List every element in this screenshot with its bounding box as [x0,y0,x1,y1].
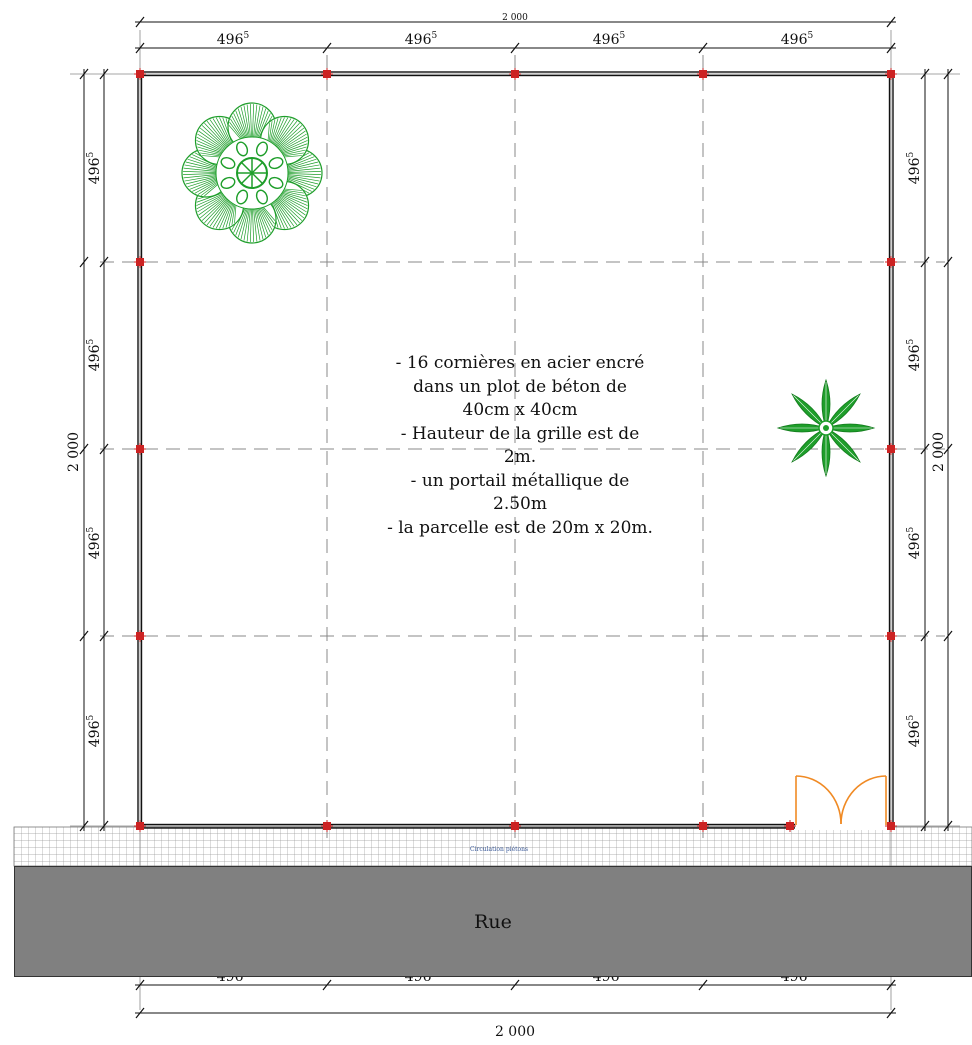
palm-leaf [824,423,876,433]
dimension-tick [79,630,89,642]
post-marker [697,68,709,80]
dimension-tick [920,68,930,80]
gate-opening [795,822,887,830]
dimension-tick [886,1007,896,1019]
note-line: 40cm x 40cm [462,400,578,420]
dimension-tick [79,443,89,455]
dimension-tick [99,68,109,80]
dimension-tick [135,1007,145,1019]
palm-leaf [776,423,828,433]
dimension-tick [135,979,145,991]
bay-dimension-label: 4965 [906,152,923,185]
palm-leaf [825,427,861,463]
post-marker [134,630,146,642]
bay-dimension-label: 4965 [217,31,250,48]
bay-dimension-label: 4965 [781,31,814,48]
bay-dimension-label: 4965 [86,715,103,748]
note-line: dans un plot de béton de [413,376,627,397]
dimension-tick [99,443,109,455]
post-marker [885,630,897,642]
palm-leaf [791,427,827,463]
sidewalk [13,826,972,867]
bay-dimension-label: 4965 [906,527,923,560]
total-height-right-label: 2 000 [931,432,947,472]
total-width-bottom-label: 2 000 [495,1024,535,1040]
dimension-tick [943,443,953,455]
note-line: - Hauteur de la grille est de [400,423,640,444]
post-marker [885,68,897,80]
post-marker [321,68,333,80]
post-marker [509,820,521,832]
gate-icon [795,775,887,825]
post-marker [321,820,333,832]
dimension-tick [135,42,145,54]
dimension-ticks [79,16,953,1019]
steel-posts [134,68,897,832]
dimension-tick [322,42,332,54]
post-marker [697,820,709,832]
note-line: - un portail métallique de [410,470,630,491]
dimension-tick [943,820,953,832]
dimension-tick [943,630,953,642]
dimension-tick [510,979,520,991]
bay-dimension-label: 4965 [906,339,923,372]
street: Rue [14,866,972,977]
note-line: - 16 cornières en acier encré [395,353,645,373]
palm-leaf [821,378,831,430]
bay-dimension-label: 4965 [906,715,923,748]
dimension-tick [510,42,520,54]
dimension-tick [886,979,896,991]
post-marker [885,443,897,455]
total-height-left-label: 2 000 [66,432,82,472]
dimension-tick [99,630,109,642]
dimension-tick [322,979,332,991]
palm-leaf [821,426,831,478]
post-marker [134,256,146,268]
dimension-tick [79,256,89,268]
dimension-tick [943,68,953,80]
dimension-tick [99,256,109,268]
palm-plant-icon [776,378,876,478]
sidewalk-label: Circulation piétons [470,846,529,853]
dimension-tick [79,820,89,832]
post-marker [134,820,146,832]
dimension-tick [920,820,930,832]
dimension-tick [886,42,896,54]
dimension-tick [943,256,953,268]
post-marker [784,820,796,832]
dimension-tick [886,16,896,28]
note-line: 2m. [503,447,537,467]
dimension-tick [698,979,708,991]
bay-dimension-label: 4965 [593,31,626,48]
total-width-top-label: 2 000 [502,13,528,23]
dimension-tick [79,68,89,80]
dimension-tick [920,630,930,642]
tree-canopy-icon [181,102,323,244]
palm-leaf [825,393,861,429]
bay-dimension-label: 4965 [86,152,103,185]
street-label: Rue [474,910,512,933]
dimension-tick [99,820,109,832]
bay-dimension-label: 4965 [86,527,103,560]
post-marker [885,256,897,268]
dimension-tick [698,42,708,54]
note-line: 2.50m [493,494,547,514]
dimension-tick [920,443,930,455]
bay-dimension-label: 4965 [86,339,103,372]
post-marker [134,443,146,455]
dimension-tick [920,256,930,268]
dimension-tick [135,16,145,28]
bay-dimension-label: 4965 [405,31,438,48]
palm-leaf [791,393,827,429]
post-marker [134,68,146,80]
construction-notes: - 16 cornières en acier encré dans un pl… [330,352,710,540]
post-marker [509,68,521,80]
note-line: - la parcelle est de 20m x 20m. [387,517,653,538]
post-marker [885,820,897,832]
